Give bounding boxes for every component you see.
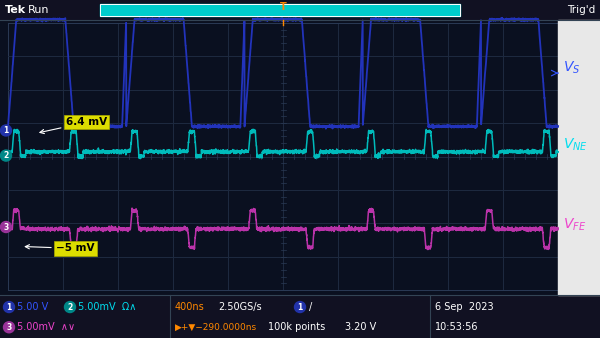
Bar [558,20,600,295]
Bar [0,0,600,20]
Text: 6 Sep  2023: 6 Sep 2023 [435,302,494,312]
Circle shape [1,125,11,136]
Text: 6.4 mV: 6.4 mV [40,117,107,134]
Circle shape [4,322,14,333]
Text: 1: 1 [4,126,8,135]
Text: 2: 2 [4,151,8,160]
Text: 5.00mV  ∧∨: 5.00mV ∧∨ [17,322,75,332]
Text: Tek: Tek [5,5,26,15]
Text: T: T [280,2,286,12]
Text: 10:53:56: 10:53:56 [435,322,479,332]
Circle shape [4,301,14,313]
Text: /: / [309,302,312,312]
Text: 1: 1 [7,303,11,312]
Circle shape [1,221,11,233]
Text: 2: 2 [67,303,73,312]
Text: Run: Run [28,5,49,15]
Text: −5 mV: −5 mV [25,243,95,254]
Text: 1: 1 [298,303,302,312]
Text: ▶+▼−290.0000ns: ▶+▼−290.0000ns [175,323,257,332]
Text: 3: 3 [4,222,8,232]
Text: 100k points: 100k points [268,322,325,332]
Text: $V_{FE}$: $V_{FE}$ [563,217,586,233]
Bar [100,4,460,16]
Circle shape [1,150,11,161]
Circle shape [65,301,76,313]
Text: 3: 3 [7,323,11,332]
Text: 5.00mV  Ω∧: 5.00mV Ω∧ [78,302,136,312]
Text: $V_S$: $V_S$ [563,60,580,76]
Bar [0,20,600,295]
Text: 2.50GS/s: 2.50GS/s [218,302,262,312]
Text: Trig'd: Trig'd [567,5,595,15]
Text: 400ns: 400ns [175,302,205,312]
Bar [0,295,600,338]
Bar [100,4,460,16]
Text: 5.00 V: 5.00 V [17,302,48,312]
Text: $V_{NE}$: $V_{NE}$ [563,137,588,153]
Circle shape [295,301,305,313]
Text: 3.20 V: 3.20 V [345,322,376,332]
